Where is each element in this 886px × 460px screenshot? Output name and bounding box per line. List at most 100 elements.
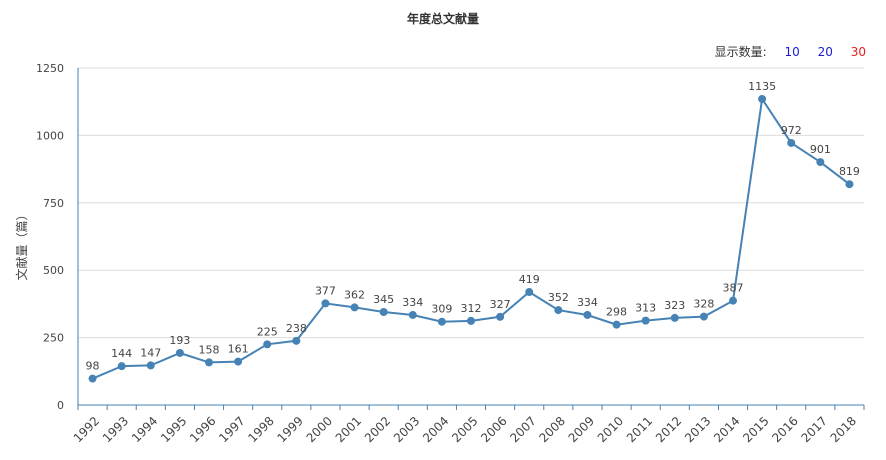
- data-point[interactable]: [496, 312, 505, 321]
- x-tick-label: 2012: [653, 414, 684, 445]
- x-tick-label: 2006: [478, 414, 509, 445]
- data-point[interactable]: [641, 316, 650, 325]
- display-count-option-20[interactable]: 20: [817, 45, 833, 59]
- data-label: 161: [228, 343, 249, 356]
- data-label: 298: [606, 306, 627, 319]
- data-point[interactable]: [88, 374, 97, 383]
- x-tick-label: 2000: [304, 414, 335, 445]
- data-label: 158: [199, 343, 220, 356]
- chart-title: 年度总文献量: [406, 12, 479, 26]
- data-label: 98: [86, 360, 100, 373]
- x-tick-label: 1996: [187, 414, 218, 445]
- grid-lines: [78, 67, 864, 339]
- x-tick-label: 2007: [507, 414, 538, 445]
- x-tick-label: 2015: [740, 414, 771, 445]
- x-tick-label: 2018: [828, 414, 859, 445]
- data-label: 327: [490, 298, 511, 311]
- data-label: 352: [548, 291, 569, 304]
- data-point[interactable]: [321, 299, 330, 308]
- data-point[interactable]: [729, 296, 737, 305]
- data-point[interactable]: [437, 317, 446, 326]
- data-point[interactable]: [670, 313, 679, 322]
- y-tick-label: 500: [43, 264, 64, 277]
- display-count-label: 显示数量:: [714, 45, 767, 59]
- x-tick-label: 2009: [566, 414, 597, 445]
- data-point[interactable]: [816, 158, 825, 167]
- x-tick-label: 2002: [362, 414, 393, 445]
- data-label: 1135: [748, 80, 776, 93]
- data-label: 419: [519, 273, 540, 286]
- y-tick-label: 0: [57, 399, 64, 412]
- data-label: 334: [402, 296, 423, 309]
- data-label: 819: [839, 165, 860, 178]
- display-count-option-30[interactable]: 30: [850, 45, 866, 59]
- y-tick-label: 750: [43, 197, 64, 210]
- data-point[interactable]: [787, 138, 796, 147]
- data-label: 309: [431, 303, 452, 316]
- x-tick-label: 2016: [769, 414, 800, 445]
- x-tick-label: 2010: [595, 414, 626, 445]
- data-point[interactable]: [467, 316, 475, 325]
- display-count-selector: 显示数量: 10 20 30: [715, 43, 866, 60]
- x-tick-label: 2013: [682, 414, 713, 445]
- x-tick-label: 2008: [536, 414, 567, 445]
- series-line: [92, 96, 851, 380]
- x-tick-label: 2017: [798, 414, 829, 445]
- data-label: 334: [577, 296, 598, 309]
- data-point[interactable]: [845, 180, 854, 189]
- data-label: 362: [344, 288, 365, 301]
- x-tick-label: 1993: [100, 414, 131, 445]
- x-tick-label: 1998: [245, 414, 276, 445]
- data-point[interactable]: [292, 336, 301, 345]
- data-label: 144: [111, 347, 132, 360]
- data-point[interactable]: [379, 307, 388, 316]
- y-tick-label: 1250: [36, 62, 64, 75]
- data-point[interactable]: [758, 95, 767, 104]
- x-tick-label: 1994: [129, 414, 160, 445]
- data-point[interactable]: [205, 358, 213, 367]
- data-label: 345: [373, 293, 394, 306]
- y-axis-label: 文献量（篇）: [14, 208, 29, 280]
- data-label: 377: [315, 284, 336, 297]
- data-point[interactable]: [234, 357, 243, 366]
- x-tick-label: 2004: [420, 414, 451, 445]
- data-label: 147: [140, 346, 161, 359]
- data-point[interactable]: [612, 320, 621, 329]
- data-point[interactable]: [699, 312, 708, 321]
- x-tick-label: 2001: [333, 414, 364, 445]
- data-point[interactable]: [175, 348, 184, 357]
- x-tick-label: 1992: [71, 414, 102, 445]
- x-tick-label: 2014: [711, 414, 742, 445]
- data-label: 972: [781, 124, 802, 137]
- data-point[interactable]: [583, 310, 592, 319]
- data-label: 387: [723, 282, 744, 295]
- data-label: 238: [286, 322, 307, 335]
- y-tick-label: 250: [43, 332, 64, 345]
- data-point[interactable]: [408, 310, 417, 319]
- data-point[interactable]: [554, 306, 563, 315]
- x-tick-label: 1995: [158, 414, 189, 445]
- data-point[interactable]: [525, 288, 534, 297]
- data-point[interactable]: [146, 361, 155, 370]
- display-count-option-10[interactable]: 10: [784, 45, 800, 59]
- x-tick-label: 2005: [449, 414, 480, 445]
- x-tick-label: 1999: [274, 414, 305, 445]
- x-tick-label: 2003: [391, 414, 422, 445]
- series-line-layer: [92, 96, 851, 380]
- data-point[interactable]: [350, 303, 359, 312]
- data-label: 312: [461, 302, 482, 315]
- data-label: 323: [664, 299, 685, 312]
- data-label: 193: [169, 334, 190, 347]
- data-point[interactable]: [263, 340, 272, 349]
- data-labels: 98 144 147 193 158 161 225 238 377 362 345 334 309 31…: [86, 80, 860, 373]
- data-point[interactable]: [117, 362, 126, 371]
- data-label: 328: [693, 298, 714, 311]
- data-points: [88, 95, 854, 383]
- data-label: 225: [257, 325, 278, 338]
- x-tick-label: 2011: [624, 414, 655, 445]
- x-tick-label: 1997: [216, 414, 247, 445]
- data-label: 901: [810, 143, 831, 156]
- y-tick-label: 1000: [36, 129, 64, 142]
- data-label: 313: [635, 302, 656, 315]
